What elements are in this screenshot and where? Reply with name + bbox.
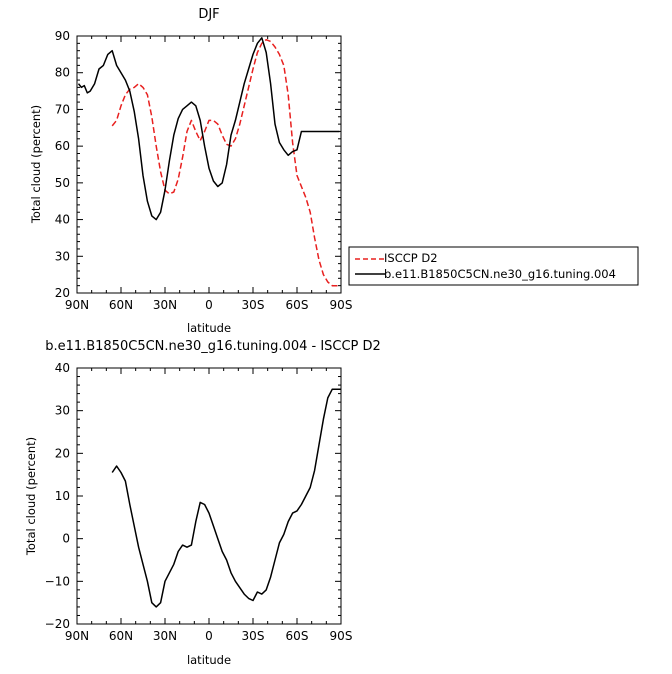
bottom-xtick-label: 30N (153, 629, 177, 643)
legend: ISCCP D2 b.e11.B1850C5CN.ne30_g16.tuning… (348, 246, 639, 286)
bottom-ticks: −20 −10 0 10 20 30 40 90N 60N 30N 0 30S 60S 90S (45, 361, 353, 643)
legend-box (348, 246, 639, 286)
panel-bottom: b.e11.B1850C5CN.ne30_g16.tuning.004 - IS… (24, 339, 381, 667)
bottom-series (111, 388, 341, 608)
legend-label-model: b.e11.B1850C5CN.ne30_g16.tuning.004 (384, 267, 616, 281)
bottom-ytick-label: −10 (45, 574, 70, 588)
top-y-axis-label: Total cloud (percent) (29, 105, 43, 224)
top-ytick-label: 90 (55, 29, 70, 43)
top-ytick-label: 20 (55, 286, 70, 300)
top-series-line-0 (111, 38, 341, 287)
bottom-xtick-label: 60S (286, 629, 309, 643)
bottom-ytick-label: 20 (55, 446, 70, 460)
top-x-axis-label: latitude (187, 321, 231, 335)
top-xtick-label: 30S (242, 298, 265, 312)
bottom-series-line-0 (111, 388, 341, 608)
bottom-ytick-label: 30 (55, 404, 70, 418)
bottom-xtick-label: 90N (65, 629, 89, 643)
top-ytick-label: 70 (55, 102, 70, 116)
top-plot-frame (76, 35, 342, 294)
top-xtick-label: 90N (65, 298, 89, 312)
top-xtick-label: 90S (330, 298, 353, 312)
top-xtick-label: 30N (153, 298, 177, 312)
bottom-ytick-label: −20 (45, 617, 70, 631)
top-xtick-label: 60S (286, 298, 309, 312)
legend-label-isccp: ISCCP D2 (384, 251, 438, 265)
top-series (77, 37, 341, 287)
top-xtick-label: 0 (205, 298, 213, 312)
top-chart-title: DJF (198, 7, 219, 22)
bottom-ytick-label: 40 (55, 361, 70, 375)
top-ytick-label: 40 (55, 213, 70, 227)
top-ytick-label: 60 (55, 139, 70, 153)
top-ticks: 20 30 40 50 60 70 80 90 90N 60N 30N 0 30S 60S 90S (55, 29, 353, 312)
bottom-y-axis-label: Total cloud (percent) (24, 437, 38, 556)
top-series-line-1 (77, 37, 340, 221)
top-ytick-label: 80 (55, 66, 70, 80)
top-xtick-label: 60N (109, 298, 133, 312)
bottom-x-axis-label: latitude (187, 653, 231, 667)
bottom-xtick-label: 90S (330, 629, 353, 643)
bottom-ytick-label: 10 (55, 489, 70, 503)
top-ytick-label: 50 (55, 176, 70, 190)
bottom-xtick-label: 0 (205, 629, 213, 643)
top-ytick-label: 30 (55, 249, 70, 263)
bottom-xtick-label: 30S (242, 629, 265, 643)
bottom-chart-title: b.e11.B1850C5CN.ne30_g16.tuning.004 - IS… (45, 339, 381, 354)
bottom-plot-frame (76, 367, 342, 625)
bottom-ytick-label: 0 (62, 532, 70, 546)
bottom-xtick-label: 60N (109, 629, 133, 643)
